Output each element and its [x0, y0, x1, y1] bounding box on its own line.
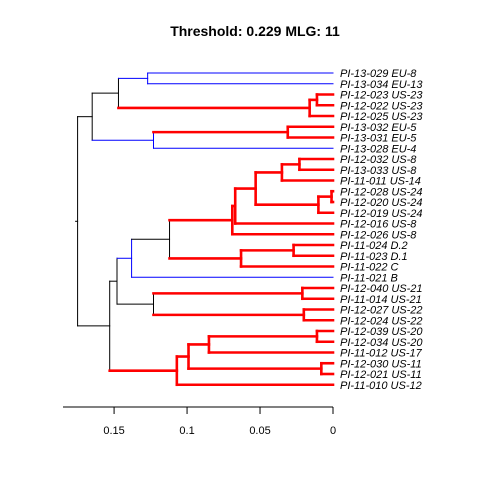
dendrogram-branches [76, 73, 333, 385]
x-tick-label: 0.1 [179, 425, 194, 437]
x-tick-label: 0.15 [103, 425, 124, 437]
x-axis: 0.15 0.1 0.05 0 [63, 407, 336, 437]
leaf-label: PI-11-010 US-12 [340, 380, 422, 392]
x-tick-label: 0 [330, 425, 336, 437]
x-tick-label: 0.05 [249, 425, 270, 437]
chart-title: Threshold: 0.229 MLG: 11 [170, 23, 340, 39]
